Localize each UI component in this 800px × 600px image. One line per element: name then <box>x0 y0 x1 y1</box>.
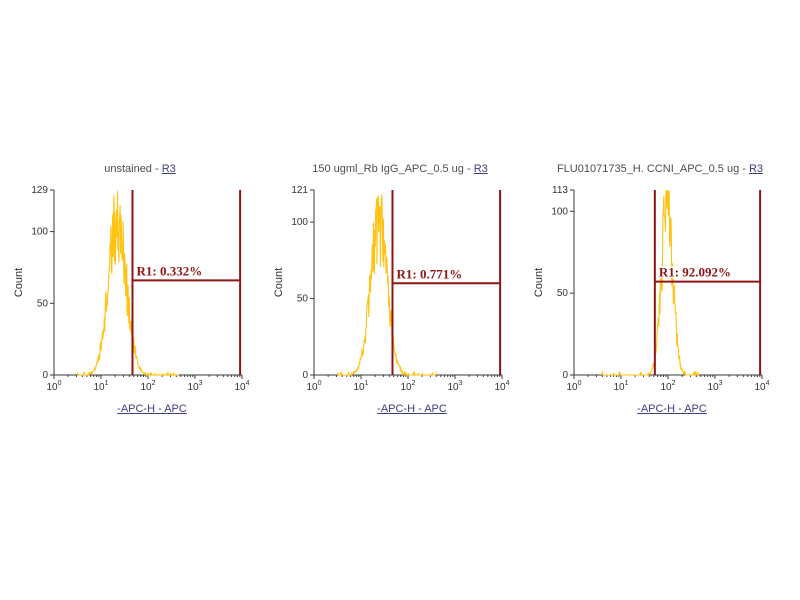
chart-title: FLU01071735_H. CCNI_APC_0.5 ug - R3 <box>530 163 790 180</box>
x-major-ticks: 100 101 102 103 104 <box>566 375 770 393</box>
x-tick-label: 103 <box>447 380 462 393</box>
chart-title: 150 ugml_Rb IgG_APC_0.5 ug - R3 <box>270 163 530 180</box>
gate-link-r3[interactable]: R3 <box>748 163 764 175</box>
histogram-plot: 100 101 102 103 104 0 50 100 129 Count R1: 0.332% <box>13 185 250 393</box>
gate-stat-label: R1: 0.771% <box>396 266 462 281</box>
histogram-plot: 100 101 102 103 104 0 50 100 121 Count R1: 0.771% <box>273 185 510 393</box>
y-tick-label: 50 <box>37 298 49 309</box>
y-tick-label: 0 <box>562 370 568 381</box>
x-tick-label: 104 <box>234 380 249 393</box>
y-ticks: 0 50 100 129 <box>31 185 54 381</box>
x-major-ticks: 100 101 102 103 104 <box>306 375 510 393</box>
chart-unstained: unstained - R3 100 101 102 103 104 0 50 100 129 C… <box>10 163 270 415</box>
y-tick-label: 100 <box>31 227 48 238</box>
chart-title-text: 150 ugml_Rb IgG_APC_0.5 ug - <box>312 163 474 175</box>
y-axis-label: Count <box>273 268 285 297</box>
histogram-plot: 100 101 102 103 104 0 50 100 113 Count R1: 92.092% <box>533 185 770 393</box>
chart-title-text: FLU01071735_H. CCNI_APC_0.5 ug - <box>556 163 749 175</box>
y-tick-label: 113 <box>552 185 568 196</box>
y-tick-label: 0 <box>42 370 48 381</box>
y-tick-label: 121 <box>291 185 308 196</box>
y-ticks: 0 50 100 121 <box>291 185 314 381</box>
y-axis-label: Count <box>13 268 25 297</box>
x-major-ticks: 100 101 102 103 104 <box>46 375 250 393</box>
gate-stat-label: R1: 0.332% <box>136 263 202 278</box>
gate-link-r3[interactable]: R3 <box>473 163 488 175</box>
x-axis-label-link[interactable]: -APC-H - APC <box>377 403 447 415</box>
gate-stat-label: R1: 92.092% <box>659 265 731 280</box>
x-tick-label: 102 <box>660 380 675 393</box>
gate-link-r3[interactable]: R3 <box>161 163 176 175</box>
chart-title: unstained - R3 <box>10 163 270 180</box>
y-tick-label: 50 <box>557 288 569 299</box>
y-ticks: 0 50 100 113 <box>551 185 574 381</box>
charts-row: unstained - R3 100 101 102 103 104 0 50 100 129 C… <box>10 163 790 415</box>
x-tick-label: 102 <box>140 380 155 393</box>
y-tick-label: 100 <box>551 206 568 217</box>
chart-ccni-apc: FLU01071735_H. CCNI_APC_0.5 ug - R3 100 1… <box>530 163 790 415</box>
x-tick-label: 104 <box>754 380 769 393</box>
x-tick-label: 101 <box>353 380 368 393</box>
histogram-trace <box>601 190 700 377</box>
y-tick-label: 129 <box>31 185 48 196</box>
x-tick-label: 101 <box>93 380 108 393</box>
x-minor-ticks <box>327 375 501 377</box>
x-tick-label: 103 <box>187 380 202 393</box>
histogram-trace <box>76 190 179 378</box>
x-tick-label: 100 <box>306 380 321 393</box>
x-tick-label: 103 <box>707 380 722 393</box>
y-axis-label: Count <box>533 268 545 297</box>
y-tick-label: 0 <box>302 370 308 381</box>
x-tick-label: 102 <box>400 380 415 393</box>
histogram-trace <box>336 194 437 378</box>
x-axis-label-link[interactable]: -APC-H - APC <box>117 403 187 415</box>
x-tick-label: 104 <box>494 380 509 393</box>
x-tick-label: 101 <box>613 380 628 393</box>
y-tick-label: 50 <box>297 294 309 305</box>
y-tick-label: 100 <box>291 217 308 228</box>
x-tick-label: 100 <box>46 380 61 393</box>
x-tick-label: 100 <box>566 380 581 393</box>
chart-title-text: unstained - <box>104 163 162 175</box>
chart-igg-control: 150 ugml_Rb IgG_APC_0.5 ug - R3 100 101 10… <box>270 163 530 415</box>
x-axis-label-link[interactable]: -APC-H - APC <box>637 403 707 415</box>
